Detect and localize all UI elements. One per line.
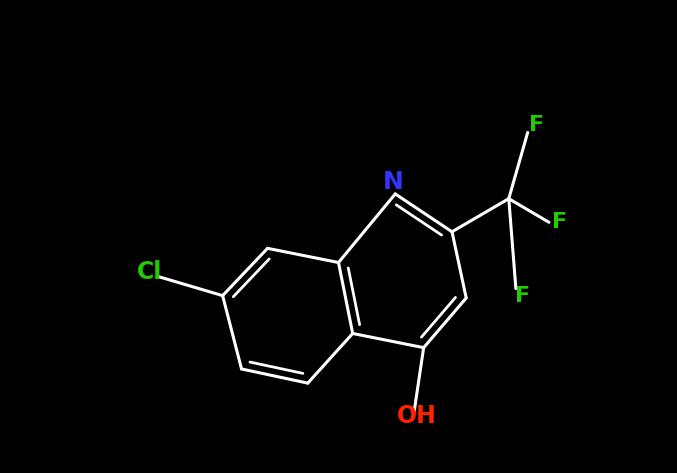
Text: F: F [552,212,567,232]
Text: N: N [383,170,403,194]
Text: OH: OH [397,404,437,428]
Text: Cl: Cl [137,260,162,284]
Text: F: F [515,286,531,306]
Text: F: F [529,115,544,135]
